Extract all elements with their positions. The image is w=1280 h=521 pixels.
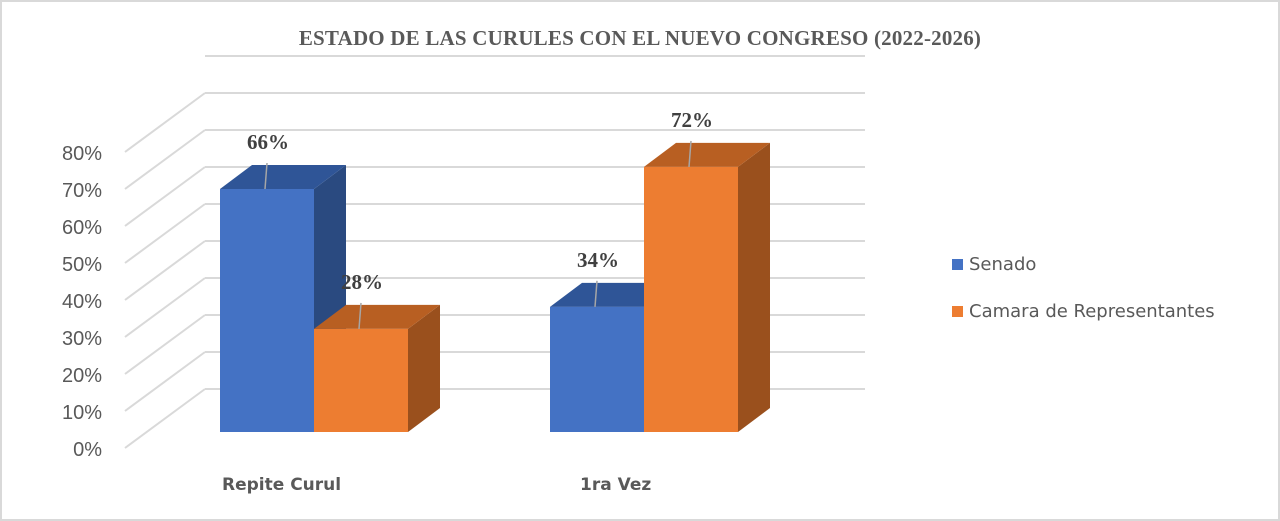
legend-item-camara: Camara de Representantes <box>952 299 1215 323</box>
data-labels: 66% 28% 34% 72% <box>247 108 713 329</box>
svg-text:70%: 70% <box>62 180 102 202</box>
data-label: 72% <box>671 108 713 132</box>
legend: Senado Camara de Representantes <box>952 252 1215 346</box>
x-axis-categories: Repite Curul 1ra Vez <box>222 475 651 495</box>
svg-text:50%: 50% <box>62 254 102 276</box>
y-axis-ticks: 0% 10% 20% 30% 40% 50% 60% 70% 80% <box>62 143 102 461</box>
svg-text:10%: 10% <box>62 402 102 424</box>
legend-label: Senado <box>969 253 1037 275</box>
legend-swatch-senado <box>952 258 963 270</box>
svg-text:30%: 30% <box>62 328 102 350</box>
legend-item-senado: Senado <box>952 252 1215 276</box>
bar-camara-0 <box>314 304 440 432</box>
legend-swatch-camara <box>952 305 963 317</box>
bar-camara-1 <box>644 142 770 432</box>
svg-text:80%: 80% <box>62 143 102 165</box>
bars <box>220 142 770 432</box>
svg-text:40%: 40% <box>62 291 102 313</box>
svg-text:20%: 20% <box>62 365 102 387</box>
data-label: 34% <box>577 248 619 272</box>
category-label: 1ra Vez <box>580 475 651 495</box>
data-label: 28% <box>341 270 383 294</box>
legend-label: Camara de Representantes <box>969 300 1215 322</box>
data-label: 66% <box>247 130 289 154</box>
svg-text:60%: 60% <box>62 217 102 239</box>
category-label: Repite Curul <box>222 475 341 495</box>
svg-text:0%: 0% <box>73 439 102 461</box>
chart-title: ESTADO DE LAS CURULES CON EL NUEVO CONGR… <box>298 26 982 50</box>
